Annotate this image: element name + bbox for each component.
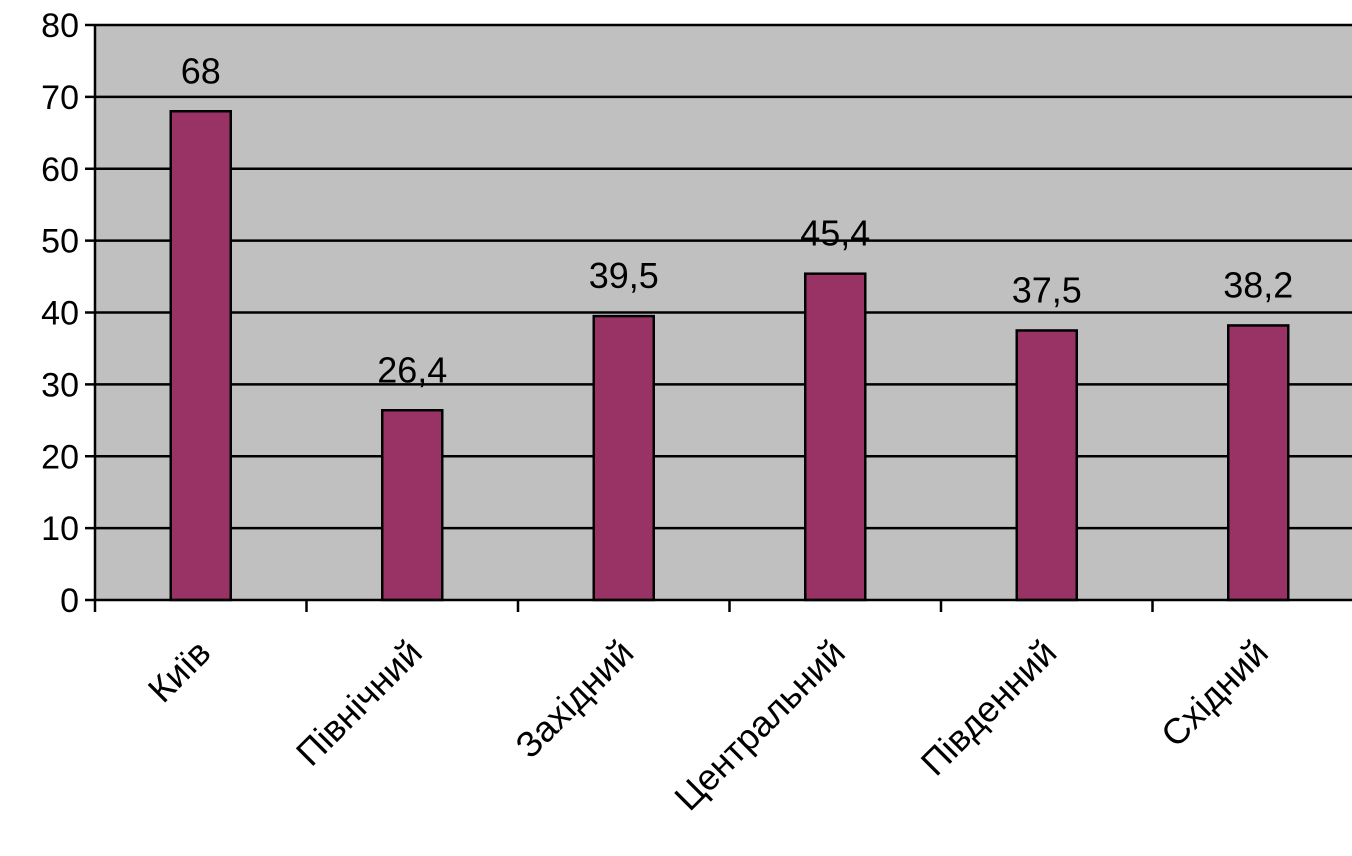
x-tick-label: Південний	[913, 632, 1065, 784]
x-tick-label: Центральний	[666, 632, 853, 819]
x-tick-label: Західний	[507, 632, 641, 766]
y-tick-label: 40	[41, 295, 79, 333]
bar	[592, 314, 655, 602]
y-axis-ticks: 0 10 20 30 40 50 60 70 80	[41, 7, 95, 620]
bar-value-label: 68	[181, 50, 221, 91]
x-tick-label: Київ	[140, 632, 219, 711]
y-tick-label: 0	[60, 582, 79, 620]
bars	[169, 110, 1290, 602]
gridlines	[95, 23, 1352, 530]
y-tick-label: 20	[41, 438, 79, 476]
y-tick-label: 10	[41, 510, 79, 548]
x-tick-label: Північний	[288, 632, 430, 774]
bar	[381, 409, 444, 602]
bar	[1227, 324, 1290, 602]
x-tick-label: Східний	[1153, 632, 1276, 755]
x-axis-ticks: Київ Північний Західний Центральний Південни…	[93, 600, 1276, 819]
bar-value-label: 38,2	[1223, 264, 1293, 305]
bar-value-label: 37,5	[1012, 269, 1082, 310]
bar	[169, 110, 232, 602]
y-tick-label: 80	[41, 7, 79, 45]
y-tick-label: 50	[41, 223, 79, 261]
y-tick-label: 30	[41, 366, 79, 404]
y-tick-label: 70	[41, 79, 79, 117]
data-labels: 68 26,4 39,5 45,4 37,5 38,2	[181, 50, 1294, 390]
bar	[804, 272, 867, 602]
bar-value-label: 45,4	[800, 213, 870, 254]
bar-value-label: 26,4	[377, 349, 447, 390]
y-tick-label: 60	[41, 151, 79, 189]
bar	[1015, 329, 1078, 602]
bar-value-label: 39,5	[589, 255, 659, 296]
